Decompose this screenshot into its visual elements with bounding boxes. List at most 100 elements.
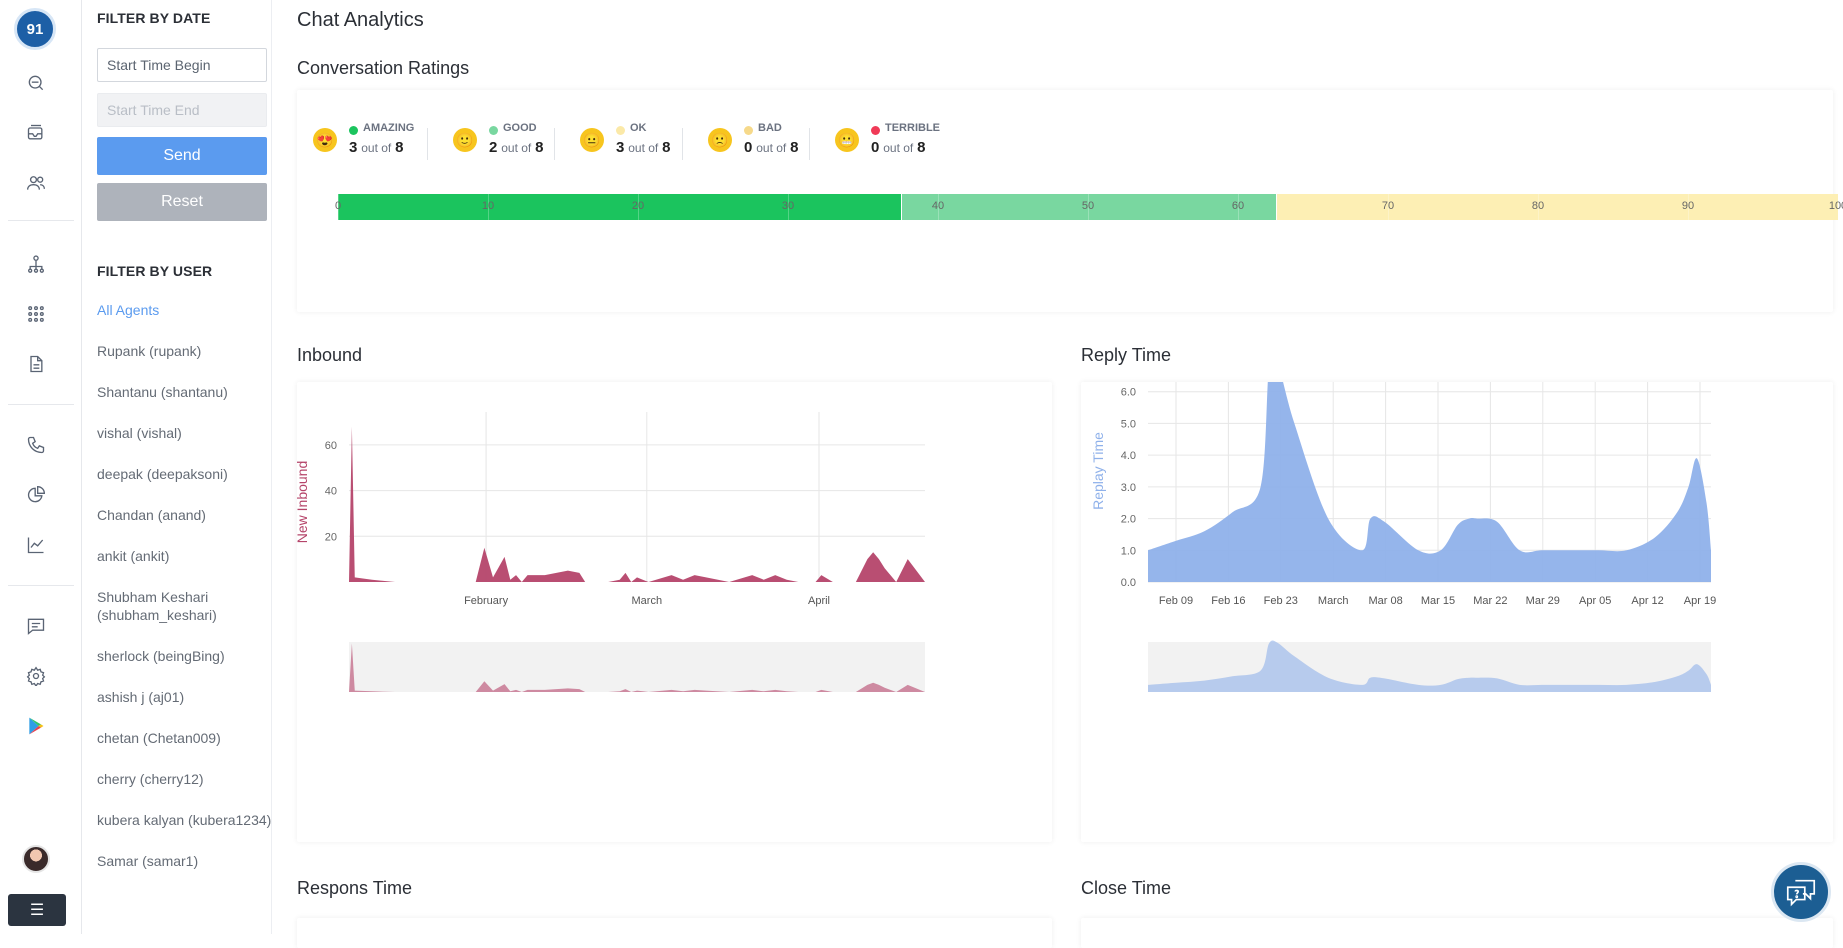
stack-gridline [1688,194,1689,220]
emoji-face-icon: 😬 [835,128,859,152]
user-filter-item[interactable]: All Agents [97,302,160,318]
page-title: Chat Analytics [297,9,424,31]
user-filter-item[interactable]: cherry (cherry12) [97,771,204,787]
navigator-series [1148,640,1711,692]
x-tick-label: Apr 19 [1684,595,1716,607]
rating-divider [682,128,683,160]
rating-color-dot [489,126,498,135]
user-filter-item[interactable]: deepak (deepaksoni) [97,466,228,482]
chat-help-icon [1786,879,1816,907]
user-filter-item[interactable]: kubera kalyan (kubera1234) [97,812,272,828]
inbound-section-title: Inbound [297,345,363,365]
user-filter-item[interactable]: ankit (ankit) [97,548,170,564]
x-tick-label: 30 [781,200,795,212]
user-filter-item[interactable]: sherlock (beingBing) [97,648,225,664]
rating-count: 3 out of 8 [616,139,671,156]
user-avatar[interactable] [22,845,50,873]
chat-bubbles-icon[interactable] [25,72,47,94]
y-tick-label: 40 [325,486,337,498]
rating-label: BAD [758,122,782,134]
user-filter-item[interactable]: ashish j (aj01) [97,689,185,705]
rating-color-dot [744,126,753,135]
x-tick-label: Mar 22 [1473,595,1507,607]
send-button[interactable]: Send [97,137,267,175]
reset-button[interactable]: Reset [97,183,267,221]
message-icon[interactable] [25,615,47,637]
apps-grid-icon[interactable] [25,303,47,325]
reply-time-section-title: Reply Time [1081,345,1172,365]
x-tick-label: 100 [1828,200,1843,212]
x-tick-label: Feb 09 [1159,595,1193,607]
rail-divider [8,220,74,221]
area-series[interactable] [349,426,925,582]
inbound-chart-card: 20 40 60 February March April New Inbound [294,382,1052,842]
pie-chart-icon[interactable] [25,484,47,506]
logo-text: 91 [26,20,44,38]
stack-gridline [788,194,789,220]
x-tick-label: 70 [1381,200,1395,212]
inbound-chart: 20 40 60 February March April New Inbound [294,412,925,692]
app-logo[interactable]: 91 [14,8,56,50]
rail-divider [8,585,74,586]
y-axis-label: New Inbound [297,461,310,544]
x-tick-label: 90 [1681,200,1695,212]
y-tick-label: 3.0 [1121,482,1136,494]
filter-panel: FILTER BY DATE Send Reset FILTER BY USER… [82,0,272,934]
area-series[interactable] [1148,353,1711,582]
x-tick-label: Feb 23 [1264,595,1298,607]
x-tick-label: 0 [334,200,342,212]
user-filter-item[interactable]: chetan (Chetan009) [97,730,221,746]
close-time-section-title: Close Time [1081,878,1172,898]
y-tick-label: 5.0 [1121,418,1136,430]
navigator-background[interactable] [349,642,925,692]
gear-icon[interactable] [25,665,47,687]
x-tick-label: Mar 08 [1368,595,1402,607]
stack-gridline [1838,194,1839,220]
rating-color-dot [349,126,358,135]
line-chart-icon[interactable] [25,534,47,556]
stack-gridline [1238,194,1239,220]
inbox-icon[interactable] [25,122,47,144]
close-time-chart-card [1081,918,1833,948]
user-filter-item[interactable]: Rupank (rupank) [97,343,202,359]
y-tick-label: 6.0 [1121,387,1136,399]
play-store-icon[interactable] [25,715,47,737]
user-filter-item[interactable]: Shubham Keshari (shubham_keshari) [97,589,217,623]
rating-label: OK [630,122,647,134]
user-filter-item[interactable]: Samar (samar1) [97,853,199,869]
y-tick-label: 1.0 [1121,545,1136,557]
rating-divider [554,128,555,160]
rating-count: 0 out of 8 [871,139,926,156]
x-tick-label: 60 [1231,200,1245,212]
user-filter-item[interactable]: Chandan (anand) [97,507,206,523]
stack-gridline [938,194,939,220]
x-tick-label: 20 [631,200,645,212]
org-chart-icon[interactable] [25,253,47,275]
stack-segment-ok[interactable] [1275,194,1838,220]
filter-by-user-heading: FILTER BY USER [97,263,213,279]
user-filter-item[interactable]: vishal (vishal) [97,425,182,441]
y-tick-label: 4.0 [1121,450,1136,462]
menu-toggle-button[interactable]: ☰ [8,894,66,926]
stack-segment-amazing[interactable] [338,194,901,220]
user-filter-item[interactable]: Shantanu (shantanu) [97,384,228,400]
icon-rail: 91 ☰ [0,0,82,934]
emoji-face-icon: 😍 [313,128,337,152]
x-tick-label: 50 [1081,200,1095,212]
y-tick-label: 20 [325,531,337,543]
rating-divider [809,128,810,160]
stack-segment-good[interactable] [900,194,1276,220]
x-tick-label: Apr 12 [1631,595,1663,607]
y-tick-label: 2.0 [1121,514,1136,526]
stack-gridline [1388,194,1389,220]
start-time-end-input[interactable] [97,93,267,127]
rating-label: TERRIBLE [885,122,940,134]
x-tick-label: Mar 29 [1526,595,1560,607]
start-time-begin-input[interactable] [97,48,267,82]
users-icon[interactable] [25,172,47,194]
phone-icon[interactable] [25,434,47,456]
x-tick-label: 80 [1531,200,1545,212]
document-icon[interactable] [25,353,47,375]
help-chat-button[interactable] [1771,862,1831,922]
